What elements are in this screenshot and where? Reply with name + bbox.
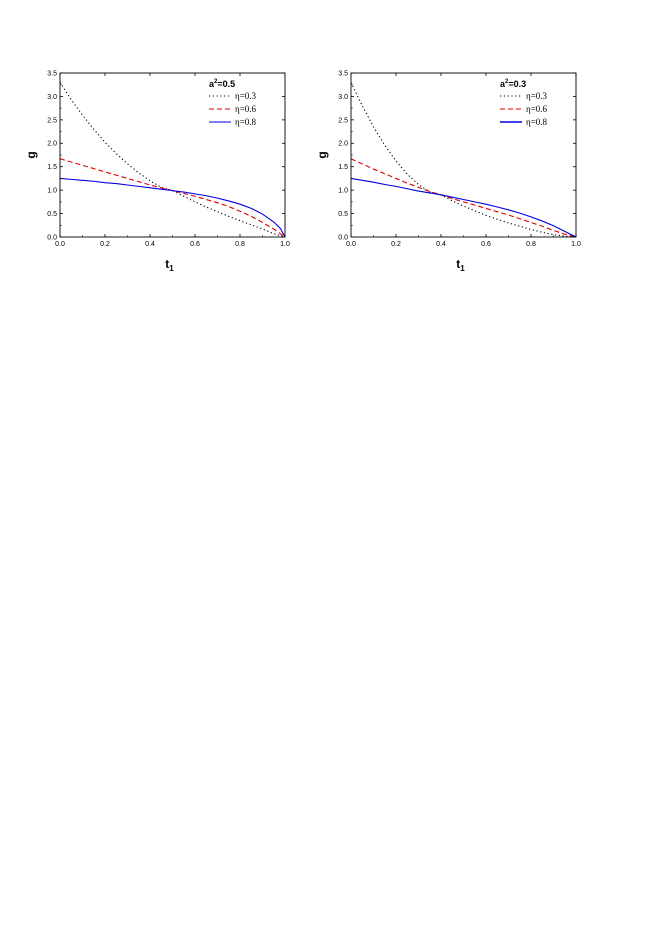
y-tick-label: 0.5 — [47, 211, 57, 218]
chart-panel-2: 0.0 0.2 0.4 0.6 0.8 1.0 0.0 0.5 1.0 1.5 2.0 2.5 3.0 3… — [315, 70, 581, 273]
legend-label-3: η=0.8 — [235, 117, 257, 127]
y-tick-label: 3.0 — [47, 94, 57, 101]
y-axis-label: g — [24, 151, 38, 158]
y-tick-label: 1.0 — [338, 188, 348, 195]
legend-label-2: η=0.6 — [526, 104, 548, 114]
x-tick-label: 0.8 — [526, 241, 536, 248]
x-tick-label: 0.8 — [235, 241, 245, 248]
y-tick-label: 2.0 — [338, 141, 348, 148]
x-axis-label: t1 — [456, 257, 465, 273]
y-tick-label: 3.0 — [338, 94, 348, 101]
y-tick-label: 2.5 — [47, 117, 57, 124]
legend-title: a2=0.3 — [500, 79, 526, 89]
series-line-3 — [351, 177, 576, 237]
x-tick-label: 0.6 — [481, 241, 491, 248]
x-tick-label: 0.4 — [436, 241, 446, 248]
x-axis-label: t1 — [165, 257, 174, 273]
series-line-3 — [60, 177, 285, 237]
legend-label-3: η=0.8 — [526, 117, 548, 127]
x-tick-label: 0.6 — [190, 241, 200, 248]
y-tick-label: 0.0 — [338, 234, 348, 241]
x-tick-label: 1.0 — [280, 241, 290, 248]
series-line-2 — [351, 158, 576, 237]
legend-label-1: η=0.3 — [526, 91, 548, 101]
y-tick-label: 1.5 — [47, 164, 57, 171]
y-tick-label: 1.5 — [338, 164, 348, 171]
x-tick-label: 0.2 — [100, 241, 110, 248]
legend-title: a2=0.5 — [209, 79, 235, 89]
y-axis-label: g — [315, 151, 329, 158]
x-tick-label: 0.2 — [391, 241, 401, 248]
y-tick-label: 3.5 — [47, 70, 57, 77]
legend-label-2: η=0.6 — [235, 104, 257, 114]
x-tick-label: 1.0 — [571, 241, 581, 248]
x-tick-label: 0.0 — [346, 241, 356, 248]
chart-panel-1: 0.0 0.2 0.4 0.6 0.8 1.0 0.0 0.5 1.0 1.5 2.0 2.5 3.0 3… — [24, 70, 290, 273]
y-tick-label: 0.5 — [338, 211, 348, 218]
y-tick-label: 2.5 — [338, 117, 348, 124]
y-tick-label: 2.0 — [47, 141, 57, 148]
y-tick-label: 0.0 — [47, 234, 57, 241]
x-tick-label: 0.0 — [55, 241, 65, 248]
series-line-2 — [60, 158, 285, 237]
legend-label-1: η=0.3 — [235, 91, 257, 101]
y-tick-label: 1.0 — [47, 188, 57, 195]
x-tick-label: 0.4 — [145, 241, 155, 248]
y-tick-label: 3.5 — [338, 70, 348, 77]
